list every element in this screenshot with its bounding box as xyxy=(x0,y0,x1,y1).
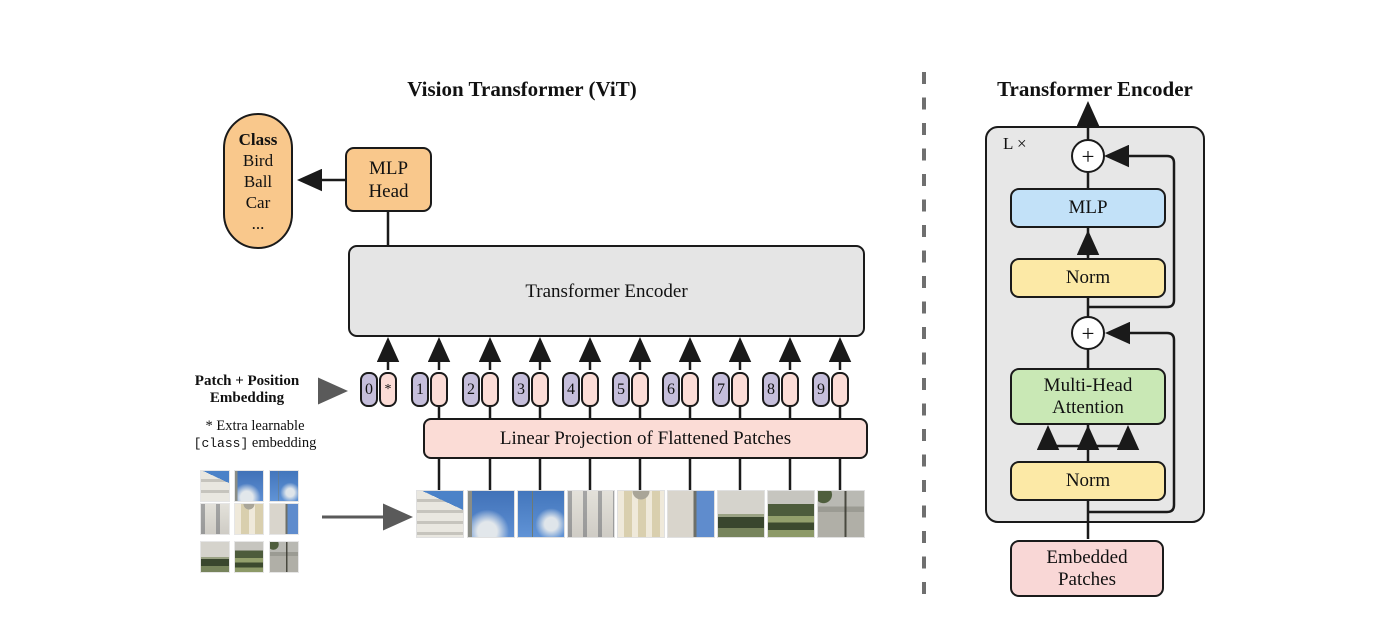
class-token-code: [class] xyxy=(193,436,249,451)
token-number: 4 xyxy=(567,380,575,398)
left-panel-title: Vision Transformer (ViT) xyxy=(407,77,637,101)
token-number: 5 xyxy=(617,380,625,398)
patch-position-embedding-label: Patch + Position Embedding xyxy=(194,373,300,406)
mlp-box: MLP xyxy=(1010,188,1166,228)
image-patch-4 xyxy=(567,490,615,538)
mlp-head-label: MLP xyxy=(368,157,409,179)
token-number: 8 xyxy=(767,380,775,398)
class-output-pill: Class Bird Ball Car ... xyxy=(223,113,293,249)
position-pill-6: 6 xyxy=(662,372,680,407)
norm-label: Norm xyxy=(1065,470,1111,492)
source-grid-cell-2 xyxy=(234,470,264,502)
embedded-patches-box: Embedded Patches xyxy=(1010,540,1164,597)
norm-box-bottom: Norm xyxy=(1010,461,1166,501)
attention-head-split xyxy=(1036,425,1140,450)
source-grid-cell-9 xyxy=(269,541,299,573)
image-patch-6 xyxy=(667,490,715,538)
image-patch-2 xyxy=(467,490,515,538)
position-pill-5: 5 xyxy=(612,372,630,407)
token-to-encoder-arrows xyxy=(376,337,852,370)
source-grid-cell-6 xyxy=(269,503,299,535)
right-panel-title: Transformer Encoder xyxy=(997,77,1193,101)
position-pill-7: 7 xyxy=(712,372,730,407)
image-patch-1 xyxy=(416,490,464,538)
mlp-head-label: Head xyxy=(368,180,409,202)
class-token-star: * xyxy=(384,381,392,397)
transformer-encoder-box xyxy=(348,245,865,337)
patch-pill-2 xyxy=(481,372,499,407)
token-number: 3 xyxy=(517,380,525,398)
residual-add-node-bottom: + xyxy=(1071,316,1105,350)
linear-projection-box: Linear Projection of Flattened Patches xyxy=(423,418,868,459)
patch-pill-1 xyxy=(430,372,448,407)
class-header: Class xyxy=(238,129,278,149)
plus-icon: + xyxy=(1081,320,1095,346)
multi-head-attention-box: Multi-Head Attention xyxy=(1010,368,1166,425)
image-patch-9 xyxy=(817,490,865,538)
patch-pill-6 xyxy=(681,372,699,407)
token-number: 9 xyxy=(817,380,825,398)
patch-pill-0: * xyxy=(379,372,397,407)
position-pill-4: 4 xyxy=(562,372,580,407)
image-patch-5 xyxy=(617,490,665,538)
image-patch-3 xyxy=(517,490,565,538)
plus-icon: + xyxy=(1081,143,1095,169)
norm-box-top: Norm xyxy=(1010,258,1166,298)
token-number: 2 xyxy=(467,380,475,398)
position-pill-3: 3 xyxy=(512,372,530,407)
source-grid-cell-8 xyxy=(234,541,264,573)
position-pill-8: 8 xyxy=(762,372,780,407)
source-grid-cell-4 xyxy=(200,503,230,535)
class-ellipsis: ... xyxy=(251,213,265,233)
residual-add-node-top: + xyxy=(1071,139,1105,173)
patch-pill-8 xyxy=(781,372,799,407)
mha-label: Multi-Head xyxy=(1043,374,1133,396)
source-grid-cell-5 xyxy=(234,503,264,535)
patch-pill-3 xyxy=(531,372,549,407)
position-pill-9: 9 xyxy=(812,372,830,407)
residual-arrow-top xyxy=(1088,144,1176,309)
transformer-encoder-label: Transformer Encoder xyxy=(525,281,688,302)
mha-label: Attention xyxy=(1052,396,1124,418)
embedded-patches-label: Patches xyxy=(1057,568,1117,590)
projection-to-token-lines xyxy=(437,405,842,420)
source-grid-cell-1 xyxy=(200,470,230,502)
patch-to-projection-lines xyxy=(437,458,842,492)
source-grid-cell-3 xyxy=(269,470,299,502)
embedded-patches-label: Embedded xyxy=(1046,546,1128,568)
linear-projection-label: Linear Projection of Flattened Patches xyxy=(499,427,792,449)
position-pill-2: 2 xyxy=(462,372,480,407)
layer-repeat-label: L × xyxy=(1003,134,1027,153)
patch-pill-9 xyxy=(831,372,849,407)
token-number: 7 xyxy=(717,380,725,398)
source-grid-cell-7 xyxy=(200,541,230,573)
class-item: Car xyxy=(245,192,271,212)
patch-pill-4 xyxy=(581,372,599,407)
token-number: 6 xyxy=(667,380,675,398)
class-item: Bird xyxy=(242,150,274,170)
residual-arrow-bottom xyxy=(1088,321,1176,514)
image-patch-8 xyxy=(767,490,815,538)
position-pill-1: 1 xyxy=(411,372,429,407)
norm-label: Norm xyxy=(1065,267,1111,289)
token-number: 1 xyxy=(416,380,424,398)
class-token-footnote: * Extra learnable [class] embedding xyxy=(193,418,317,451)
mlp-head-box: MLP Head xyxy=(345,147,432,212)
position-pill-0: 0 xyxy=(360,372,378,407)
class-item: Ball xyxy=(243,171,273,191)
token-number: 0 xyxy=(365,380,373,398)
patch-pill-7 xyxy=(731,372,749,407)
patch-pill-5 xyxy=(631,372,649,407)
image-patch-7 xyxy=(717,490,765,538)
mlp-label: MLP xyxy=(1068,197,1108,219)
